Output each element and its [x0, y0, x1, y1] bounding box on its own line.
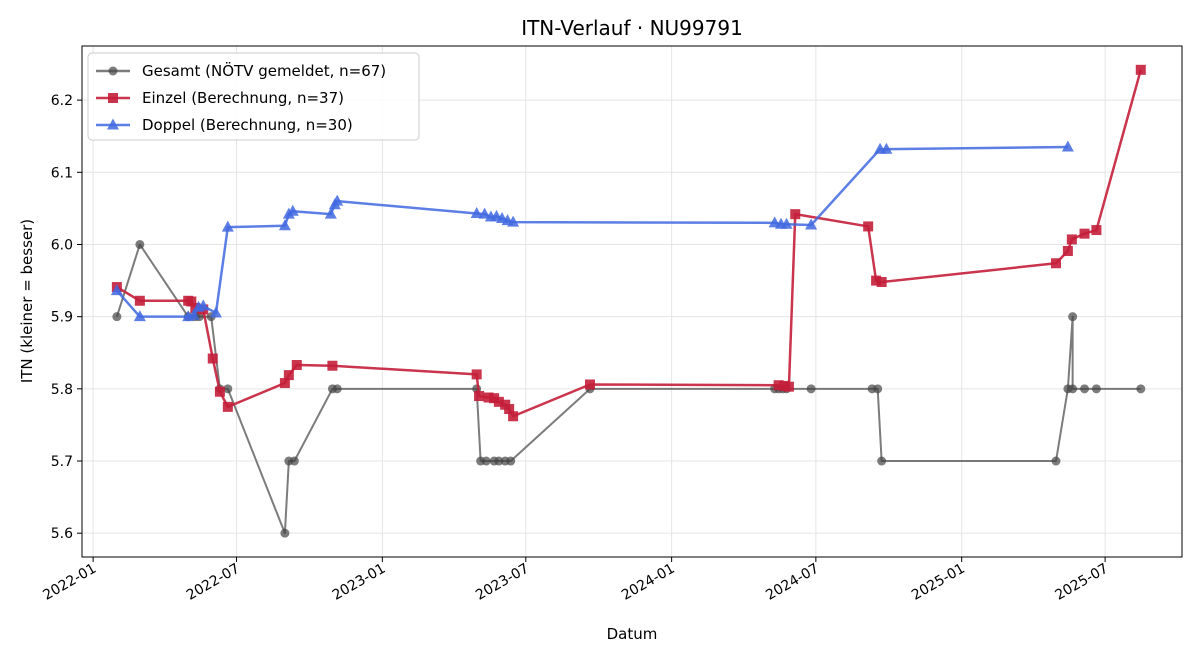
y-tick-label: 5.7: [51, 454, 73, 470]
data-point-square: [207, 353, 218, 364]
y-tick-label: 6.2: [51, 93, 73, 109]
data-point-circle: [280, 528, 290, 538]
data-point-circle: [108, 66, 118, 76]
legend-label: Doppel (Berechnung, n=30): [142, 116, 353, 134]
data-point-triangle: [331, 194, 344, 206]
series-square: [111, 64, 1146, 422]
data-point-triangle: [221, 220, 234, 232]
data-point-triangle: [880, 142, 893, 154]
data-point-square: [790, 209, 801, 220]
x-tick-label: 2024-01: [619, 561, 678, 604]
legend-box: [87, 52, 420, 141]
data-point-square: [863, 221, 874, 232]
data-point-triangle: [805, 218, 818, 230]
data-point-circle: [873, 384, 883, 394]
x-tick-label: 2023-01: [330, 561, 389, 604]
x-tick-label: 2023-07: [473, 561, 532, 604]
data-point-circle: [332, 384, 342, 394]
data-point-circle: [1068, 384, 1078, 394]
x-tick-label: 2025-01: [909, 561, 968, 604]
data-point-circle: [1091, 384, 1101, 394]
data-point-triangle: [187, 308, 200, 320]
y-axis-label: ITN (kleiner = besser): [18, 219, 36, 383]
series-triangle: [110, 140, 1074, 322]
data-point-triangle: [470, 206, 483, 218]
data-point-triangle: [209, 306, 222, 318]
legend-label: Einzel (Berechnung, n=37): [142, 89, 344, 107]
data-point-circle: [1080, 384, 1090, 394]
plot-series: [110, 64, 1146, 538]
data-point-square: [1062, 245, 1073, 256]
data-point-circle: [112, 312, 122, 322]
data-point-triangle: [107, 118, 119, 130]
data-point-square: [291, 360, 302, 371]
data-point-square: [1135, 64, 1146, 75]
data-point-square: [134, 295, 145, 306]
data-point-square: [1066, 234, 1077, 245]
y-tick-label: 5.6: [51, 526, 73, 542]
data-point-circle: [223, 384, 233, 394]
data-point-square: [214, 386, 225, 397]
plot-frame: [81, 45, 1183, 558]
data-point-circle: [135, 239, 145, 249]
x-axis-ticks: 2022-01 2022-07 2023-01 2023-07 2024-01 2024-…: [40, 557, 1111, 604]
data-point-triangle: [324, 207, 337, 219]
data-point-circle: [494, 456, 504, 466]
data-point-circle: [289, 456, 299, 466]
data-point-circle: [506, 456, 516, 466]
data-point-square: [1079, 228, 1090, 239]
data-point-square: [283, 370, 294, 381]
data-point-circle: [1068, 312, 1078, 322]
data-point-circle: [877, 456, 887, 466]
x-tick-label: 2022-07: [184, 561, 243, 604]
legend-entry: Einzel (Berechnung, n=37): [96, 89, 344, 107]
data-point-square: [279, 378, 290, 389]
data-point-square: [773, 380, 784, 391]
data-point-square: [504, 404, 515, 415]
data-point-square: [584, 379, 595, 390]
data-point-square: [327, 360, 338, 371]
legend-label: Gesamt (NÖTV gemeldet, n=67): [142, 61, 386, 80]
data-point-square: [783, 381, 794, 392]
data-point-triangle: [197, 299, 210, 311]
data-point-square: [508, 411, 519, 422]
legend: Gesamt (NÖTV gemeldet, n=67) Einzel (Bere…: [87, 52, 420, 141]
data-point-triangle: [133, 310, 146, 322]
x-axis-label: Datum: [607, 625, 658, 643]
legend-entry: Gesamt (NÖTV gemeldet, n=67): [96, 61, 386, 80]
data-point-circle: [481, 456, 491, 466]
data-point-square: [1091, 225, 1102, 236]
data-point-triangle: [780, 217, 793, 229]
data-point-square: [108, 93, 118, 103]
data-point-triangle: [286, 204, 299, 216]
data-point-square: [876, 277, 887, 288]
y-tick-label: 6.1: [51, 165, 73, 181]
y-axis-ticks: 5.6 5.7 5.8 5.9 6.0 6.1 6.2: [51, 93, 82, 542]
data-point-triangle: [478, 207, 491, 219]
data-point-circle: [806, 384, 816, 394]
data-point-square: [222, 401, 233, 412]
y-tick-label: 5.8: [51, 382, 73, 398]
data-point-square: [871, 275, 882, 286]
data-point-square: [471, 369, 482, 380]
data-point-square: [474, 391, 485, 402]
data-point-triangle: [507, 215, 520, 227]
data-point-square: [1050, 258, 1061, 269]
y-tick-label: 6.0: [51, 237, 73, 253]
data-point-square: [483, 392, 494, 403]
chart-title: ITN-Verlauf · NU99791: [521, 16, 743, 40]
y-tick-label: 5.9: [51, 310, 73, 326]
x-tick-label: 2022-01: [40, 561, 99, 604]
data-point-circle: [1136, 384, 1146, 394]
data-point-triangle: [278, 219, 291, 231]
x-tick-label: 2024-07: [763, 561, 822, 604]
data-point-square: [493, 396, 504, 407]
data-point-circle: [1051, 456, 1061, 466]
data-point-square: [186, 296, 197, 307]
data-point-triangle: [1061, 140, 1074, 152]
data-point-triangle: [110, 284, 123, 296]
x-tick-label: 2025-07: [1052, 561, 1111, 604]
legend-entry: Doppel (Berechnung, n=30): [96, 116, 353, 134]
